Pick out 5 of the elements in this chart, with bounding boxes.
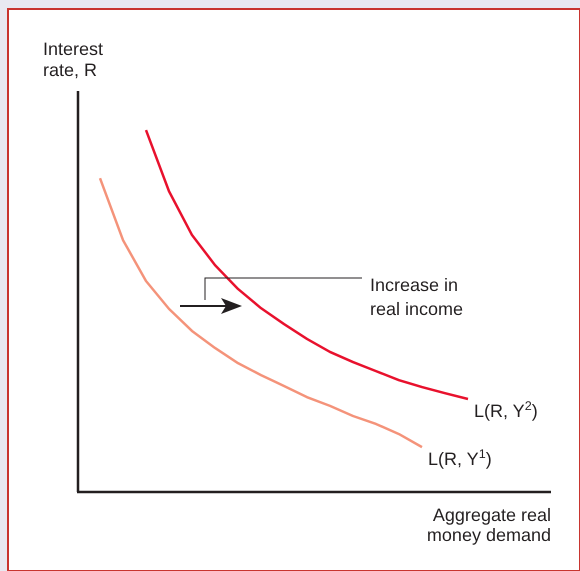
y-axis-title: Interest rate, R [43, 39, 104, 80]
annotation: Increase in real income [370, 275, 464, 319]
series-label: L(R, Y$^{2}$) [474, 398, 538, 421]
x-axis-title: Aggregate real money demand [426, 505, 551, 545]
series-label: L(R, Y$^{1}$) [428, 447, 492, 470]
